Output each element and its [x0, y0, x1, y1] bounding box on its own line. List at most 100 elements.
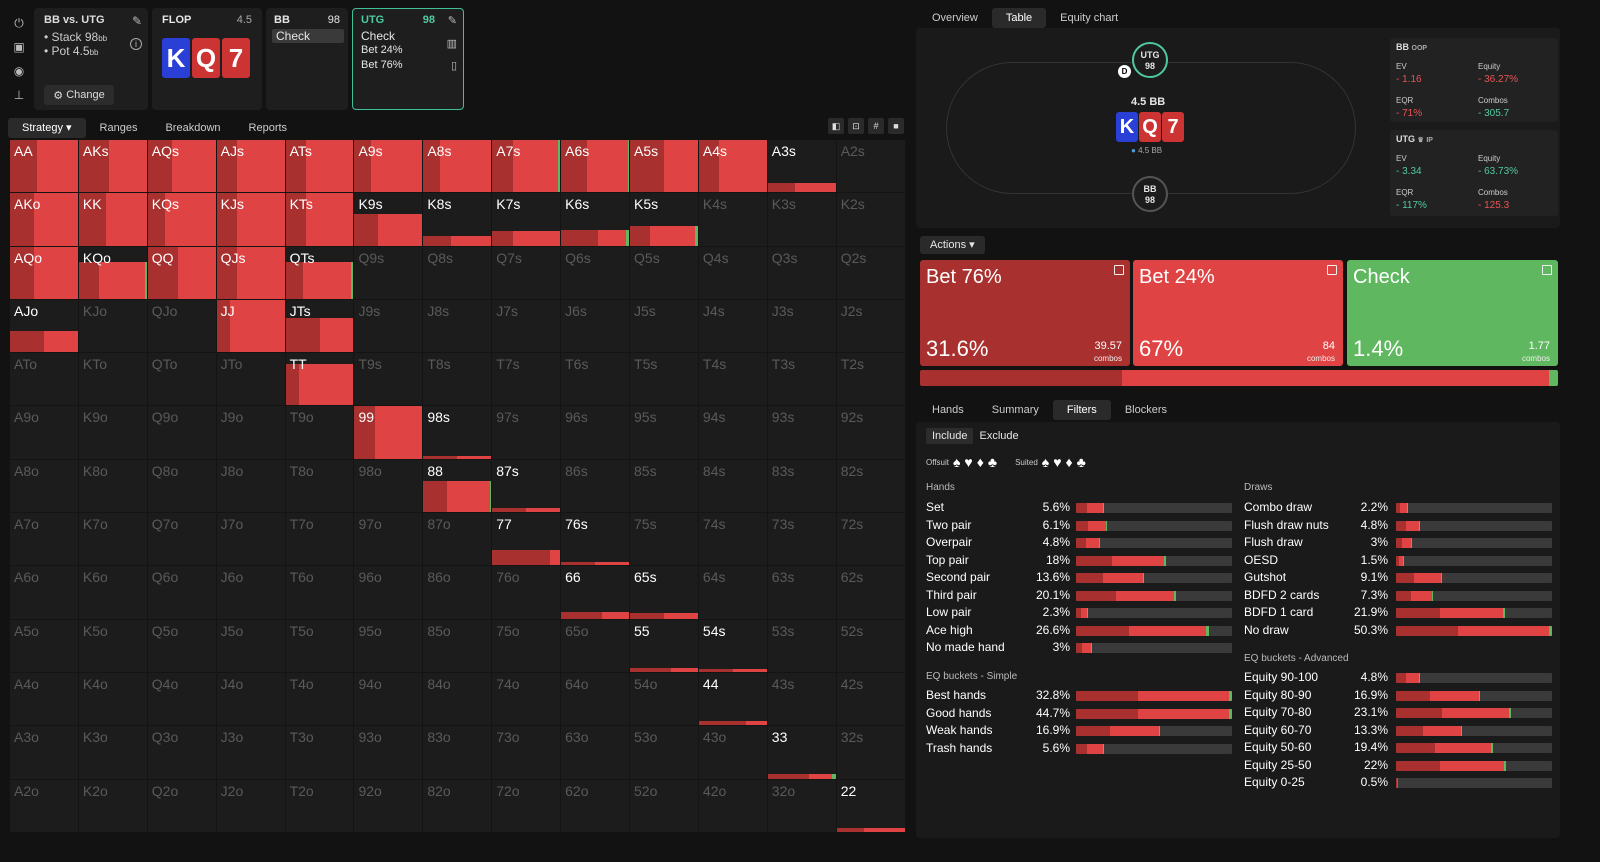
hand-cell[interactable]: T8s — [423, 353, 493, 407]
filter-row[interactable]: Set 5.6% — [926, 500, 1070, 516]
hand-cell[interactable]: K3o — [78, 726, 148, 780]
tab-reports[interactable]: Reports — [248, 122, 288, 134]
hand-cell[interactable]: K6o — [78, 566, 148, 620]
hand-cell[interactable]: A6s — [561, 140, 631, 194]
flop-panel[interactable]: FLOP 4.5 K Q 7 — [152, 8, 262, 110]
filter-row[interactable]: Low pair 2.3% — [926, 605, 1070, 621]
filter-row[interactable]: BDFD 2 cards 7.3% — [1244, 588, 1388, 604]
utg-bet76-option[interactable]: Bet 76% — [361, 59, 403, 71]
hand-cell[interactable]: T3s — [767, 353, 837, 407]
hand-cell[interactable]: J5s — [630, 299, 699, 354]
hand-cell[interactable]: 74s — [698, 513, 768, 567]
hand-cell[interactable]: A9s — [354, 140, 424, 194]
hand-cell[interactable]: K5s — [630, 193, 699, 247]
hand-cell[interactable]: J2o — [216, 779, 286, 833]
hand-cell[interactable]: J3s — [767, 299, 837, 354]
hand-cell[interactable]: 92s — [836, 406, 906, 460]
hand-cell[interactable]: 93s — [767, 406, 837, 460]
spade-icon[interactable]: ♠ — [952, 454, 961, 470]
edit-icon[interactable]: ✎ — [131, 14, 142, 28]
bb-action-panel[interactable]: BB 98 Check — [266, 8, 348, 110]
hand-cell[interactable]: 54s — [698, 619, 768, 673]
hand-cell[interactable]: T2o — [285, 779, 355, 833]
hand-cell[interactable]: T4o — [285, 672, 355, 727]
hand-cell[interactable]: 65o — [561, 619, 631, 673]
exclude-button[interactable]: Exclude — [979, 430, 1019, 442]
hand-cell[interactable]: K7s — [492, 193, 562, 247]
hand-cell[interactable]: 65s — [630, 566, 699, 620]
hand-cell[interactable]: K7o — [78, 513, 148, 567]
hand-cell[interactable]: Q4s — [698, 246, 768, 300]
hand-cell[interactable]: K9s — [354, 193, 424, 247]
edit-icon[interactable]: ✎ — [447, 15, 457, 27]
hand-cell[interactable]: J5o — [216, 619, 286, 673]
filter-row[interactable]: Flush draw nuts 4.8% — [1244, 518, 1388, 534]
hand-cell[interactable]: A5s — [630, 140, 699, 194]
hand-cell[interactable]: K9o — [78, 406, 148, 460]
filter-row[interactable]: Top pair 18% — [926, 553, 1070, 569]
hand-cell[interactable]: J4s — [698, 299, 768, 354]
hand-cell[interactable]: J8s — [423, 299, 493, 354]
filter-row[interactable]: BDFD 1 card 21.9% — [1244, 605, 1388, 621]
hand-cell[interactable]: J8o — [216, 459, 286, 514]
filter-row[interactable]: Best hands 32.8% — [926, 688, 1070, 704]
hand-cell[interactable]: A8s — [423, 140, 493, 194]
hand-cell[interactable]: 66 — [561, 566, 631, 620]
hand-cell[interactable]: 75o — [492, 619, 562, 673]
hand-cell[interactable]: J7s — [492, 299, 562, 354]
hand-cell[interactable]: QJs — [216, 246, 286, 300]
hand-cell[interactable]: 82s — [836, 459, 906, 514]
hand-cell[interactable]: A3o — [10, 726, 79, 780]
hand-cell[interactable]: Q5o — [147, 619, 217, 673]
hand-cell[interactable]: 52o — [630, 779, 699, 833]
hand-cell[interactable]: T5o — [285, 619, 355, 673]
filter-row[interactable]: Overpair 4.8% — [926, 535, 1070, 551]
hand-cell[interactable]: K4s — [698, 193, 768, 247]
diamond-icon[interactable]: ♦ — [976, 454, 984, 470]
hand-cell[interactable]: A9o — [10, 406, 79, 460]
hand-cell[interactable]: KQs — [147, 193, 217, 247]
hand-cell[interactable]: K3s — [767, 193, 837, 247]
tab-blockers[interactable]: Blockers — [1124, 404, 1167, 416]
hand-cell[interactable]: AQs — [147, 140, 217, 194]
power-icon[interactable]: ⏻ — [14, 15, 24, 30]
hand-cell[interactable]: 42o — [698, 779, 768, 833]
hand-cell[interactable]: K6s — [561, 193, 631, 247]
filter-row[interactable]: Combo draw 2.2% — [1244, 500, 1388, 516]
hand-cell[interactable]: 92o — [354, 779, 424, 833]
hand-cell[interactable]: 84o — [423, 672, 493, 727]
hand-cell[interactable]: AJo — [10, 299, 79, 354]
hand-cell[interactable]: A2o — [10, 779, 79, 833]
hand-cell[interactable]: 42s — [836, 672, 906, 727]
hand-cell[interactable]: A2s — [836, 140, 906, 194]
hand-cell[interactable]: 73s — [767, 513, 837, 567]
hand-cell[interactable]: 98o — [354, 459, 424, 514]
hand-cell[interactable]: 82o — [423, 779, 493, 833]
hand-cell[interactable]: 94s — [698, 406, 768, 460]
hand-cell[interactable]: JTo — [216, 353, 286, 407]
heart-pair-icon[interactable]: ♥ — [1053, 454, 1062, 470]
hand-cell[interactable]: Q5s — [630, 246, 699, 300]
hand-cell[interactable]: T3o — [285, 726, 355, 780]
hand-cell[interactable]: Q7o — [147, 513, 217, 567]
hand-cell[interactable]: A5o — [10, 619, 79, 673]
action-bet24[interactable]: Bet 24% 67% 84 combos — [1133, 260, 1343, 366]
hand-cell[interactable]: A7o — [10, 513, 79, 567]
info-icon[interactable]: i — [130, 38, 142, 50]
hand-cell[interactable]: J9o — [216, 406, 286, 460]
hand-cell[interactable]: 54o — [630, 672, 699, 727]
filter-row[interactable]: Equity 0-25 0.5% — [1244, 775, 1388, 791]
diamond-pair-icon[interactable]: ♦ — [1065, 454, 1073, 470]
hand-cell[interactable]: KK — [78, 193, 148, 247]
filter-row[interactable]: OESD 1.5% — [1244, 553, 1388, 569]
hand-cell[interactable]: 43s — [767, 672, 837, 727]
utg-action-panel[interactable]: UTG 98 Check Bet 24% Bet 76% ✎ ▥ ▯ — [352, 8, 464, 110]
tab-filters[interactable]: Filters — [1052, 400, 1111, 420]
filter-row[interactable]: Good hands 44.7% — [926, 706, 1070, 722]
tab-table[interactable]: Table — [991, 8, 1047, 28]
hand-cell[interactable]: T6s — [561, 353, 631, 407]
hand-cell[interactable]: A7s — [492, 140, 562, 194]
filter-row[interactable]: Flush draw 3% — [1244, 535, 1388, 551]
hand-cell[interactable]: KQo — [78, 246, 148, 300]
view-half-icon[interactable]: ◧ — [828, 118, 844, 134]
